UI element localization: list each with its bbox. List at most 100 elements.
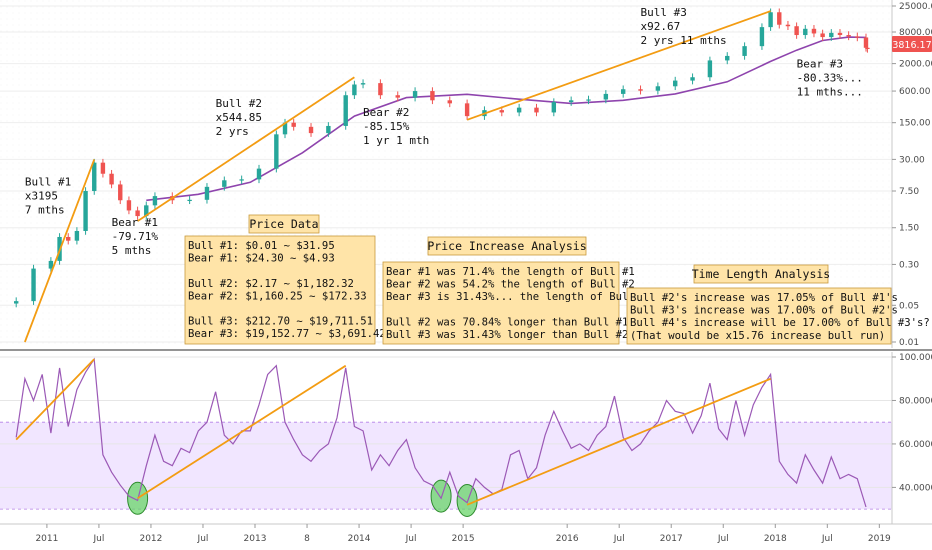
info-box-line: Bull #1: $0.01 ~ $31.95 xyxy=(188,240,335,252)
price-candle xyxy=(291,118,296,131)
last-price-label: 3816.17 xyxy=(892,40,931,51)
info-box-line: (That would be x15.76 increase bull run) xyxy=(630,330,885,342)
price-candle xyxy=(74,227,80,245)
cycle-annotation-line: Bull #1 xyxy=(25,176,71,189)
oscillator-line xyxy=(15,357,867,508)
price-tick-label: 0.01 xyxy=(899,338,919,348)
info-box-title: Price Data xyxy=(249,217,318,231)
price-candle xyxy=(777,8,782,29)
info-box-line: Bull #4's increase will be 17.00% of Bul… xyxy=(630,317,930,329)
info-box-title: Time Length Analysis xyxy=(692,267,830,281)
oscillator-y-axis: 100.0000 80.0000 60.0000 40.0000 xyxy=(891,352,932,524)
price-candle xyxy=(308,123,314,137)
info-box-line: Bull #3's increase was 17.00% of Bull #2… xyxy=(630,305,898,317)
x-tick-label: Jul xyxy=(821,534,833,544)
oscillator-trendline xyxy=(15,358,95,441)
price-candle xyxy=(282,118,288,139)
price-candle xyxy=(31,264,36,305)
oscillator-tick-label: 80.0000 xyxy=(899,396,932,406)
oscillator-highlight xyxy=(430,479,452,513)
x-tick-label: 2012 xyxy=(139,534,162,544)
price-candle xyxy=(534,103,539,117)
cycle-annotation-line: 7 mths xyxy=(25,204,65,217)
price-y-axis: 25000.00 8000.00 2000.00 600.00 150.00 30.00 7… xyxy=(891,0,932,348)
oscillator-trendline xyxy=(466,377,771,506)
cycle-annotation-line: 1 yr 1 mth xyxy=(363,134,429,147)
price-candle xyxy=(785,20,791,30)
price-candle xyxy=(568,96,574,106)
price-candle xyxy=(464,99,470,120)
price-tick-label: 7.50 xyxy=(899,187,919,197)
price-candle xyxy=(274,130,279,173)
info-box-line: Bull #2 was 70.84% longer than Bull #1 xyxy=(386,316,628,328)
info-box-line: Bear #2: $1,160.25 ~ $172.33 xyxy=(188,290,367,302)
price-candle xyxy=(603,90,609,104)
price-candle xyxy=(855,32,860,42)
price-candle xyxy=(187,196,192,205)
x-tick-label: 2011 xyxy=(35,534,58,544)
price-candle xyxy=(395,91,400,102)
oscillator-trendline xyxy=(137,364,347,500)
x-tick-label: Jul xyxy=(717,534,729,544)
price-candle xyxy=(551,98,557,117)
price-tick-label: 2000.00 xyxy=(899,60,932,70)
price-candle xyxy=(759,23,765,50)
price-candle xyxy=(126,196,132,215)
cycle-annotation-line: Bull #2 xyxy=(216,97,262,110)
price-candle xyxy=(109,169,114,189)
price-trendline xyxy=(137,76,355,222)
x-tick-label: Jul xyxy=(197,534,209,544)
price-candle xyxy=(865,44,870,53)
cycle-annotation-line: x92.67 xyxy=(641,20,681,33)
cycle-annotation-line: Bear #3 xyxy=(797,57,843,70)
oscillator-trendlines-layer xyxy=(15,358,771,506)
cycle-annotation-line: x3195 xyxy=(25,190,58,203)
price-candle xyxy=(66,233,71,245)
x-tick-label: 2017 xyxy=(660,534,683,544)
cycle-annotation-line: Bear #1 xyxy=(112,216,158,229)
info-box-line: Bear #3 is 31.43%... the length of Bull … xyxy=(386,291,654,303)
info-box-layer: Price Data Bull #1: $0.01 ~ $31.95 Bear #1… xyxy=(184,214,930,345)
price-candle xyxy=(447,96,452,108)
price-candle xyxy=(586,95,591,105)
info-box-line: Bear #3: $19,152.77 ~ $3,691.42... xyxy=(188,328,405,340)
price-trendlines-layer xyxy=(24,10,771,343)
info-box-line: Bull #3: $212.70 ~ $19,711.51 xyxy=(188,316,373,328)
oscillator-highlight xyxy=(456,483,478,517)
price-tick-label: 8000.00 xyxy=(899,28,932,38)
price-candle xyxy=(118,180,123,205)
oscillator-line-layer xyxy=(15,357,867,508)
price-tick-label: 25000.00 xyxy=(899,2,932,12)
x-tick-label: 2019 xyxy=(868,534,891,544)
info-box-line: Bear #2 was 54.2% the length of Bull #2 xyxy=(386,279,635,291)
price-candle xyxy=(222,176,227,191)
info-box-line: Bear #1 was 71.4% the length of Bull #1 xyxy=(386,266,635,278)
price-trendline xyxy=(466,10,771,121)
price-candle xyxy=(256,164,262,184)
x-tick-label: 8 xyxy=(304,534,310,544)
price-candle xyxy=(360,79,366,89)
x-tick-label: 2014 xyxy=(348,534,371,544)
price-candle xyxy=(48,257,54,273)
price-candle xyxy=(100,158,106,178)
info-box-line: Bull #2's increase was 17.05% of Bull #1… xyxy=(630,292,898,304)
price-candle xyxy=(152,192,158,210)
x-tick-label: 2013 xyxy=(244,534,267,544)
cycle-annotation-line: 2 yrs 11 mths xyxy=(641,34,727,47)
price-candle xyxy=(794,22,799,39)
price-candle xyxy=(92,158,97,195)
price-candle xyxy=(204,183,210,204)
price-candle xyxy=(326,122,331,137)
price-candle xyxy=(412,87,418,102)
x-tick-label: Jul xyxy=(405,534,417,544)
price-candle xyxy=(829,29,834,41)
x-tick-label: Jul xyxy=(613,534,625,544)
price-candle xyxy=(343,91,348,130)
price-candle xyxy=(14,297,19,308)
oscillator-tick-label: 100.0000 xyxy=(899,353,932,363)
cycle-annotation-line: 2 yrs xyxy=(216,125,249,138)
